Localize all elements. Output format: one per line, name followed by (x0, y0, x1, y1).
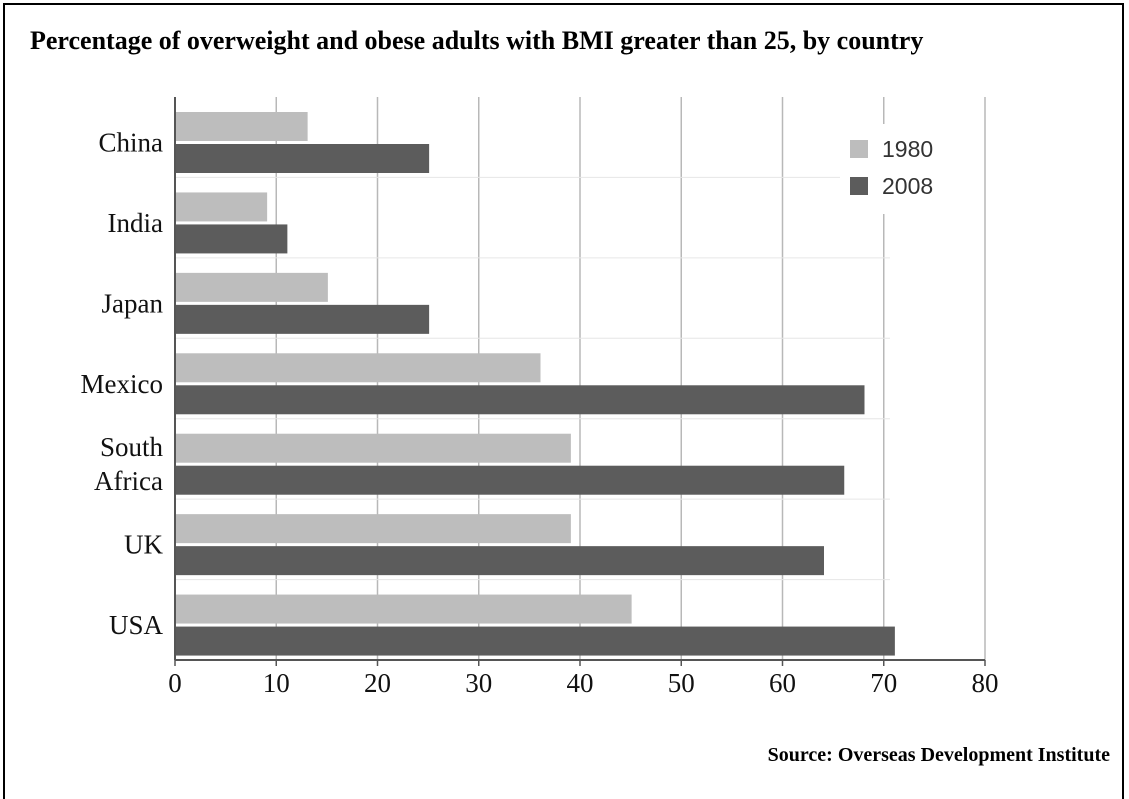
x-tick-label: 30 (465, 668, 492, 698)
tick-labels: 0 10 20 30 40 50 60 70 80 (168, 668, 998, 698)
chart-title: Percentage of overweight and obese adult… (30, 26, 924, 55)
axes (174, 97, 986, 666)
x-tick-label: 70 (870, 668, 897, 698)
bar-uk-2008 (176, 546, 824, 576)
x-tick-label: 60 (769, 668, 796, 698)
x-tick-label: 0 (168, 668, 182, 698)
bar-japan-2008 (176, 304, 430, 334)
category-labels: China India Japan Mexico South Africa UK USA (81, 128, 164, 641)
legend-label-1980: 1980 (882, 136, 933, 162)
x-tick-label: 80 (972, 668, 999, 698)
category-label: South (100, 432, 164, 462)
x-tick-label: 10 (263, 668, 290, 698)
bar-mexico-2008 (176, 385, 865, 415)
category-label: Japan (102, 288, 164, 318)
legend-swatch-2008 (850, 177, 868, 195)
x-tick-label: 20 (364, 668, 391, 698)
bar-china-2008 (176, 144, 430, 173)
category-label: China (99, 128, 164, 158)
bar-india-1980 (176, 192, 268, 222)
category-label: Mexico (81, 369, 163, 399)
bars (176, 112, 895, 656)
x-tick-label: 50 (668, 668, 695, 698)
bar-south-africa-1980 (176, 433, 571, 463)
source-note: Source: Overseas Development Institute (767, 744, 1110, 766)
bar-usa-1980 (176, 594, 632, 624)
bar-india-2008 (176, 224, 288, 254)
category-label: UK (124, 530, 163, 560)
bar-usa-2008 (176, 626, 895, 656)
bar-china-1980 (176, 112, 308, 141)
bar-uk-1980 (176, 514, 571, 544)
bar-mexico-1980 (176, 353, 541, 383)
legend-swatch-1980 (850, 140, 868, 158)
chart-frame (3, 3, 1124, 799)
bar-south-africa-2008 (176, 465, 845, 495)
legend: 1980 2008 (840, 124, 980, 214)
category-label: Africa (94, 466, 163, 496)
legend-label-2008: 2008 (882, 173, 933, 199)
category-label: India (108, 208, 163, 238)
category-label: USA (109, 610, 164, 640)
legend-background (840, 124, 980, 214)
x-tick-label: 40 (567, 668, 594, 698)
bar-japan-1980 (176, 272, 328, 302)
